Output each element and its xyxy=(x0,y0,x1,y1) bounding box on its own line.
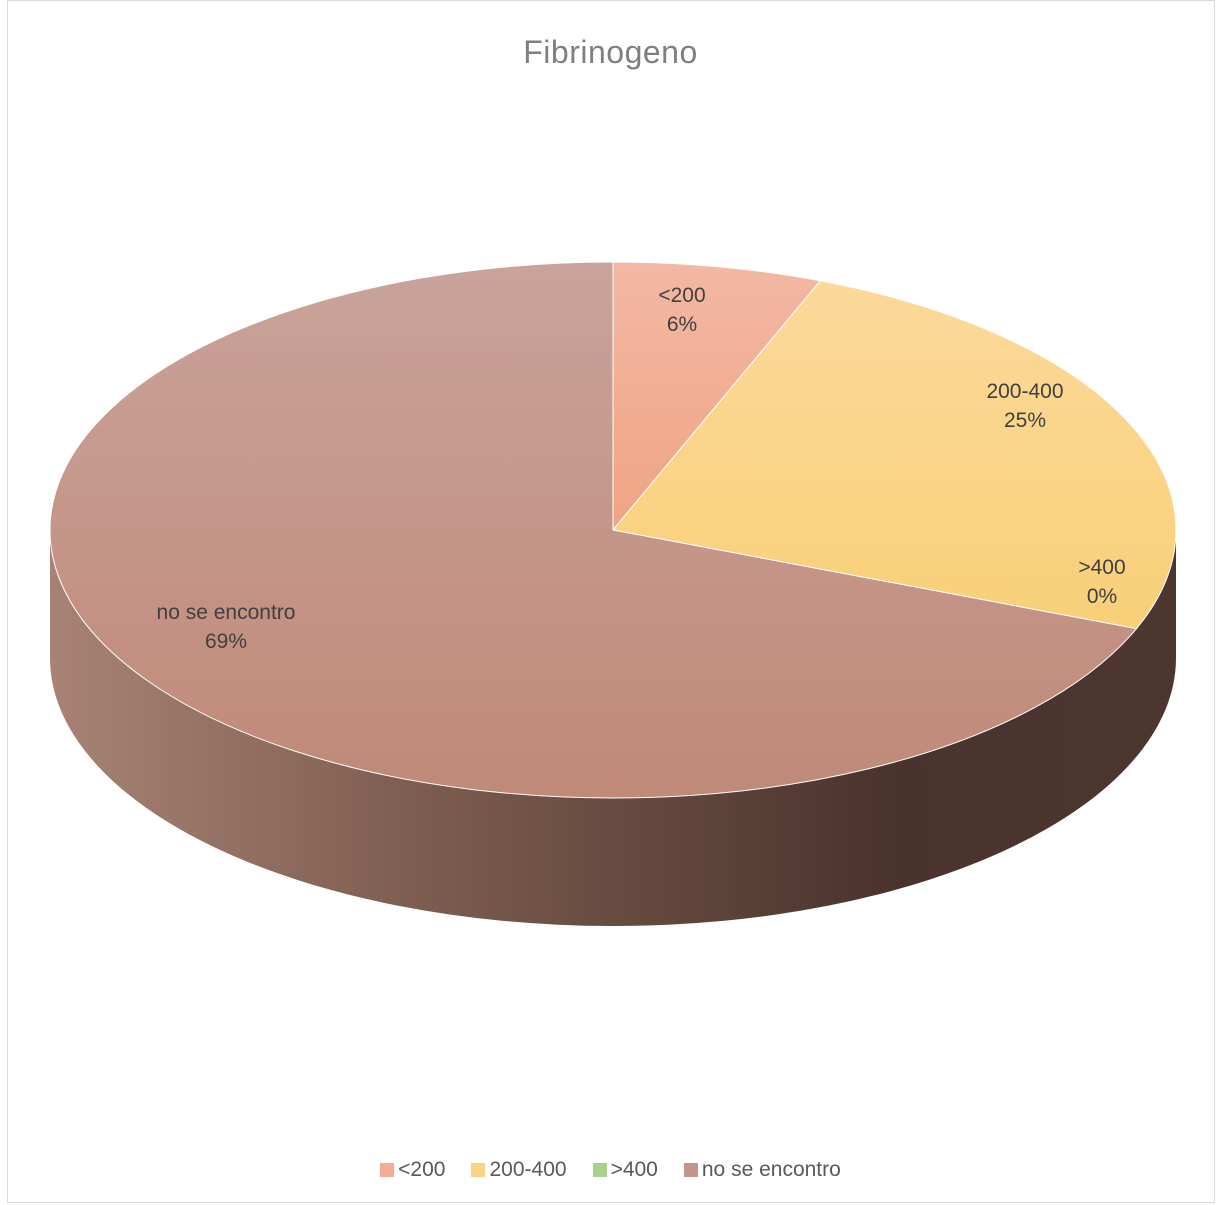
pie-side-wall xyxy=(50,530,1176,926)
legend-swatch-gt400 xyxy=(592,1163,607,1177)
legend: <200 200-400 >400 no se encontro xyxy=(0,1158,1221,1182)
data-label-percent-no-se-encontro: 69% xyxy=(205,630,247,653)
legend-label-lt200: <200 xyxy=(398,1158,446,1181)
pie-slice-lt200 xyxy=(612,261,822,532)
legend-label-200-400: 200-400 xyxy=(489,1158,567,1181)
legend-item-lt200: <200 xyxy=(380,1158,445,1182)
legend-item-gt400: >400 xyxy=(592,1158,658,1182)
data-label-percent-200-400: 25% xyxy=(1004,409,1046,432)
legend-item-200-400: 200-400 xyxy=(471,1158,567,1182)
data-label-percent-gt400: 0% xyxy=(1087,585,1117,608)
pie-slice-no-se-encontro xyxy=(49,261,1138,799)
legend-item-no-se-encontro: no se encontro xyxy=(683,1158,841,1182)
legend-label-no-se-encontro: no se encontro xyxy=(701,1158,841,1181)
chart-title: Fibrinogeno xyxy=(523,34,698,70)
legend-swatch-lt200 xyxy=(380,1163,395,1177)
data-label-category-200-400: 200-400 xyxy=(986,380,1063,403)
data-label-category-gt400: >400 xyxy=(1078,556,1125,579)
data-label-category-lt200: <200 xyxy=(658,284,705,307)
legend-swatch-200-400 xyxy=(471,1163,486,1177)
legend-swatch-no-se-encontro xyxy=(683,1163,698,1177)
legend-label-gt400: >400 xyxy=(610,1158,658,1181)
pie-slice-200-400 xyxy=(612,280,1177,630)
data-label-category-no-se-encontro: no se encontro xyxy=(157,601,296,624)
data-label-percent-lt200: 6% xyxy=(667,313,697,336)
